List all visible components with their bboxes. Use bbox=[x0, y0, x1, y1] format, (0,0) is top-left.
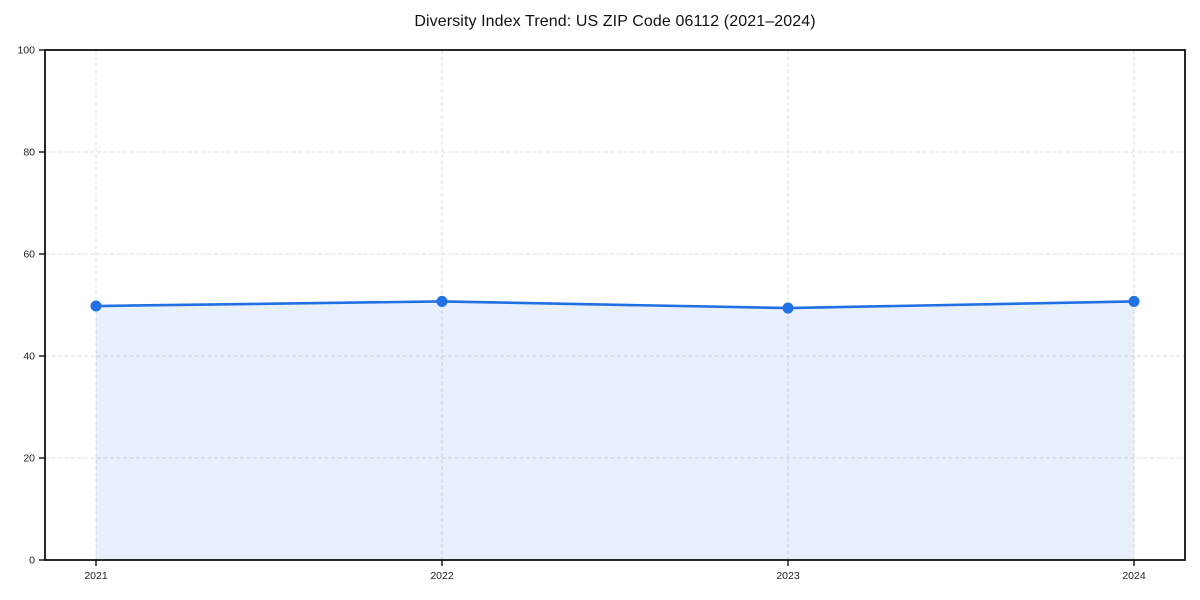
data-point-2024 bbox=[1128, 295, 1140, 307]
data-point-2021 bbox=[90, 300, 102, 312]
y-axis-tick-label: 40 bbox=[23, 351, 35, 363]
y-axis-tick-label: 100 bbox=[17, 45, 35, 57]
y-axis-tick-label: 0 bbox=[29, 555, 35, 567]
y-axis-tick-label: 20 bbox=[23, 453, 35, 465]
x-axis-tick-label: 2024 bbox=[1122, 570, 1146, 582]
chart-title: Diversity Index Trend: US ZIP Code 06112… bbox=[414, 13, 816, 30]
y-axis-tick-label: 80 bbox=[23, 147, 35, 159]
x-axis-tick-label: 2023 bbox=[776, 570, 800, 582]
area-fill bbox=[96, 301, 1134, 560]
data-point-2022 bbox=[436, 295, 448, 307]
plot-border bbox=[44, 49, 1186, 561]
y-axis-tick-label: 60 bbox=[23, 249, 35, 261]
data-point-2023 bbox=[782, 302, 794, 314]
x-axis-tick-label: 2022 bbox=[430, 570, 454, 582]
x-axis-tick-label: 2021 bbox=[84, 570, 108, 582]
trend-line bbox=[94, 300, 1136, 310]
